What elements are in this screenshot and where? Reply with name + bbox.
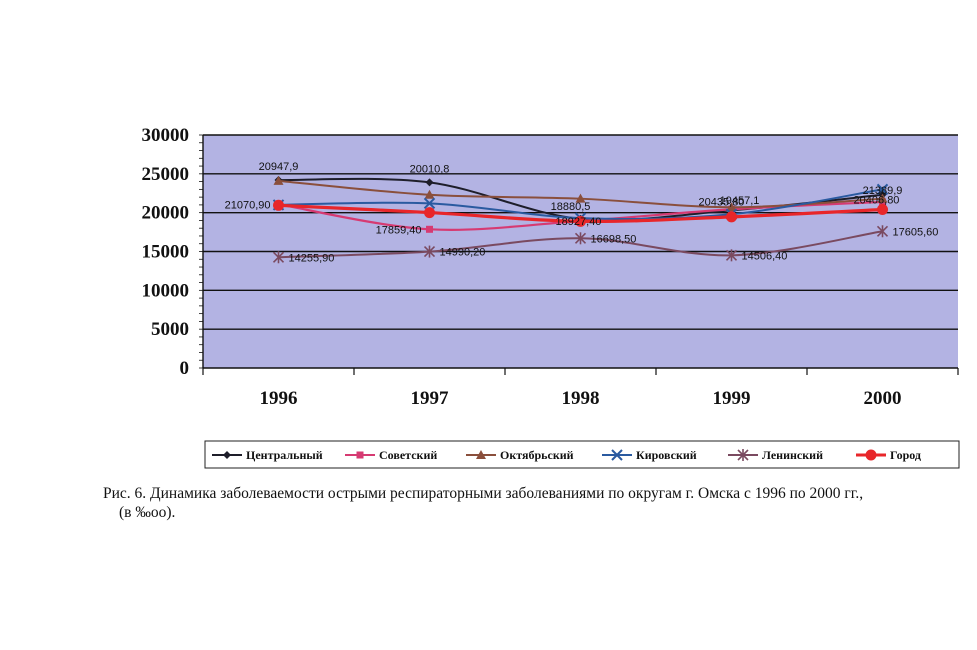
legend-label: Ленинский bbox=[762, 448, 823, 462]
data-point bbox=[273, 175, 284, 185]
data-label: 17859,40 bbox=[376, 224, 422, 236]
data-label: 21070,90 bbox=[225, 199, 271, 211]
legend-swatch-marker bbox=[476, 450, 486, 459]
data-label: 17605,60 bbox=[893, 226, 939, 238]
data-label: 14990,20 bbox=[440, 247, 486, 259]
y-tick-label: 10000 bbox=[142, 280, 190, 301]
legend-item: Советский bbox=[345, 448, 437, 462]
data-point bbox=[725, 249, 738, 262]
data-label: 20947,9 bbox=[259, 161, 299, 173]
legend-item: Кировский bbox=[602, 448, 697, 462]
x-tick-label: 1997 bbox=[411, 388, 450, 409]
legend-label: Центральный bbox=[246, 448, 323, 462]
y-tick-label: 30000 bbox=[142, 125, 190, 146]
legend-item: Центральный bbox=[212, 448, 323, 462]
x-tick-label: 2000 bbox=[864, 388, 902, 409]
marker-stroke bbox=[876, 183, 889, 196]
data-label: 19457,1 bbox=[720, 195, 760, 207]
x-tick-label: 1998 bbox=[562, 388, 600, 409]
axes bbox=[199, 134, 959, 375]
series-triangle bbox=[273, 175, 888, 212]
legend-box bbox=[204, 440, 960, 469]
x-tick-label: 1999 bbox=[713, 388, 751, 409]
data-point bbox=[425, 178, 434, 187]
legend-swatch-marker bbox=[356, 451, 364, 459]
data-label: 14255,90 bbox=[289, 252, 335, 264]
data-point bbox=[575, 193, 586, 203]
legend-swatch-marker bbox=[223, 451, 231, 459]
series-circle bbox=[273, 199, 888, 227]
legend-label: Октябрьский bbox=[500, 448, 574, 462]
data-point bbox=[272, 251, 285, 264]
marker-stroke bbox=[423, 197, 436, 210]
legend-item: Октябрьский bbox=[466, 448, 574, 462]
data-point bbox=[876, 183, 889, 196]
legend-label: Кировский bbox=[636, 448, 697, 462]
data-point bbox=[424, 207, 435, 219]
series-group bbox=[272, 175, 889, 264]
data-point bbox=[877, 204, 888, 216]
data-point bbox=[726, 202, 737, 212]
series-star bbox=[272, 225, 889, 264]
tick-labels: 0 5000 10000 15000 20000 25000 30000 1996 1997 19… bbox=[142, 125, 902, 409]
grid bbox=[203, 134, 958, 330]
y-tick-label: 5000 bbox=[151, 319, 189, 340]
data-point bbox=[423, 197, 436, 210]
data-label: 18927,40 bbox=[556, 216, 602, 228]
marker-stroke bbox=[611, 449, 623, 461]
x-tick-label: 1996 bbox=[260, 388, 298, 409]
y-tick-label: 25000 bbox=[142, 164, 190, 185]
data-label: 20435,80 bbox=[699, 196, 745, 208]
data-point bbox=[273, 199, 284, 211]
legend: Центральный Советский Октябрьский Кировский… bbox=[204, 440, 960, 469]
data-point bbox=[426, 225, 433, 233]
data-point bbox=[876, 225, 889, 238]
y-tick-label: 0 bbox=[180, 358, 190, 379]
legend-swatch-marker bbox=[865, 449, 877, 461]
data-point bbox=[726, 211, 737, 223]
data-label: 20406,80 bbox=[854, 195, 900, 207]
legend-swatch-marker bbox=[611, 449, 623, 461]
y-tick-label: 15000 bbox=[142, 242, 190, 263]
data-label: 20010,8 bbox=[410, 163, 450, 175]
legend-swatch-marker bbox=[737, 449, 749, 461]
legend-item: Город bbox=[856, 448, 921, 462]
data-label: 14506,40 bbox=[742, 250, 788, 262]
figure-caption: Рис. 6. Динамика заболеваемости острыми … bbox=[103, 484, 963, 522]
data-point bbox=[877, 193, 888, 203]
data-point bbox=[575, 215, 586, 227]
data-label: 21389,9 bbox=[863, 185, 903, 197]
data-label: 16698,50 bbox=[591, 233, 637, 245]
legend-label: Советский bbox=[379, 448, 437, 462]
data-point bbox=[424, 189, 435, 199]
data-point bbox=[574, 232, 587, 245]
legend-item: Ленинский bbox=[728, 448, 823, 462]
caption-line-2: (в ‰оо). bbox=[119, 504, 176, 521]
data-label: 18880,5 bbox=[551, 201, 591, 213]
legend-label: Город bbox=[890, 448, 921, 462]
data-labels: 20947,9 20010,8 21070,90 17859,40 18927,40 20… bbox=[225, 161, 939, 264]
y-tick-label: 20000 bbox=[142, 203, 190, 224]
data-point bbox=[423, 245, 436, 258]
caption-line-1: Рис. 6. Динамика заболеваемости острыми … bbox=[103, 485, 864, 502]
